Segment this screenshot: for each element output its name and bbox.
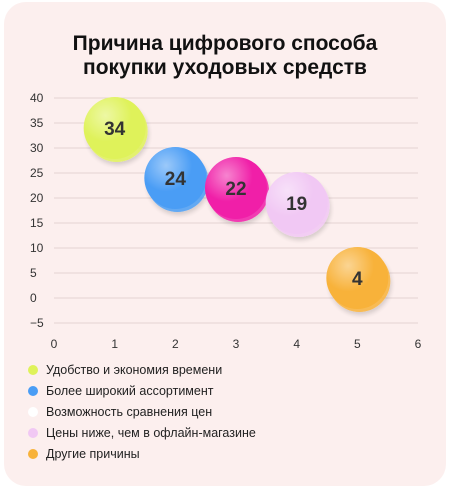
- legend-item: Возможность сравнения цен: [28, 401, 256, 422]
- bubble-gloss: [144, 147, 207, 209]
- bubble-gloss: [83, 97, 146, 159]
- x-tick-label: 0: [51, 337, 58, 351]
- x-tick-label: 5: [354, 337, 361, 351]
- legend-label: Другие причины: [46, 446, 140, 461]
- bubble-gloss: [265, 172, 328, 234]
- y-tick-label: 25: [30, 166, 44, 180]
- bubble-point: 22: [205, 157, 269, 222]
- chart-title-line-2: покупки уходовых средств: [83, 56, 367, 79]
- legend-swatch: [28, 427, 38, 438]
- y-tick-label: 40: [30, 91, 44, 105]
- legend-item: Удобство и экономия времени: [28, 359, 256, 380]
- x-tick-label: 6: [415, 337, 422, 351]
- legend: Удобство и экономия времени Более широкий…: [28, 359, 256, 464]
- y-tick-label: 0: [30, 291, 37, 305]
- x-tick-label: 2: [172, 337, 179, 351]
- legend-swatch: [28, 364, 38, 375]
- chart-card: [4, 2, 446, 486]
- bubble-value-label: 19: [286, 194, 307, 215]
- legend-swatch: [28, 385, 38, 396]
- y-axis-ticks: 40 35 30 25 20 15 10 5 0 −5: [30, 91, 44, 330]
- legend-label: Цены ниже, чем в офлайн-магазине: [46, 425, 256, 440]
- bubble-point: 4: [326, 247, 391, 312]
- bubble-gloss: [326, 247, 389, 309]
- chart-title-line-1: Причина цифрового способа: [72, 32, 378, 55]
- y-tick-label: 5: [30, 266, 37, 280]
- legend-label: Более широкий ассортимент: [46, 383, 214, 398]
- bubble-value-label: 4: [352, 269, 363, 290]
- x-tick-label: 1: [111, 337, 118, 351]
- legend-item: Другие причины: [28, 443, 256, 464]
- x-tick-label: 4: [293, 337, 300, 351]
- y-tick-label: 20: [30, 191, 44, 205]
- bubble-point: 24: [144, 147, 209, 212]
- legend-swatch: [28, 406, 38, 417]
- y-tick-label: −5: [30, 316, 44, 330]
- y-tick-label: 15: [30, 216, 44, 230]
- legend-item: Более широкий ассортимент: [28, 380, 256, 401]
- x-axis-ticks: 0 1 2 3 4 5 6: [51, 337, 422, 351]
- bubble-gloss: [205, 157, 267, 219]
- bubble-value-label: 22: [225, 179, 246, 200]
- bubble-value-label: 34: [104, 119, 126, 140]
- bubble-value-label: 24: [165, 169, 187, 190]
- y-tick-label: 30: [30, 141, 44, 155]
- bubbles: 34 24 22 19 4: [83, 97, 391, 312]
- y-tick-label: 35: [30, 116, 44, 130]
- y-tick-label: 10: [30, 241, 44, 255]
- bubble-point: 19: [265, 172, 330, 237]
- bubble-point: 34: [83, 97, 148, 162]
- legend-label: Удобство и экономия времени: [46, 362, 223, 377]
- x-tick-label: 3: [233, 337, 240, 351]
- legend-item: Цены ниже, чем в офлайн-магазине: [28, 422, 256, 443]
- chart-title: Причина цифрового способа покупки уходов…: [0, 32, 450, 80]
- legend-label: Возможность сравнения цен: [46, 404, 213, 419]
- legend-swatch: [28, 448, 38, 459]
